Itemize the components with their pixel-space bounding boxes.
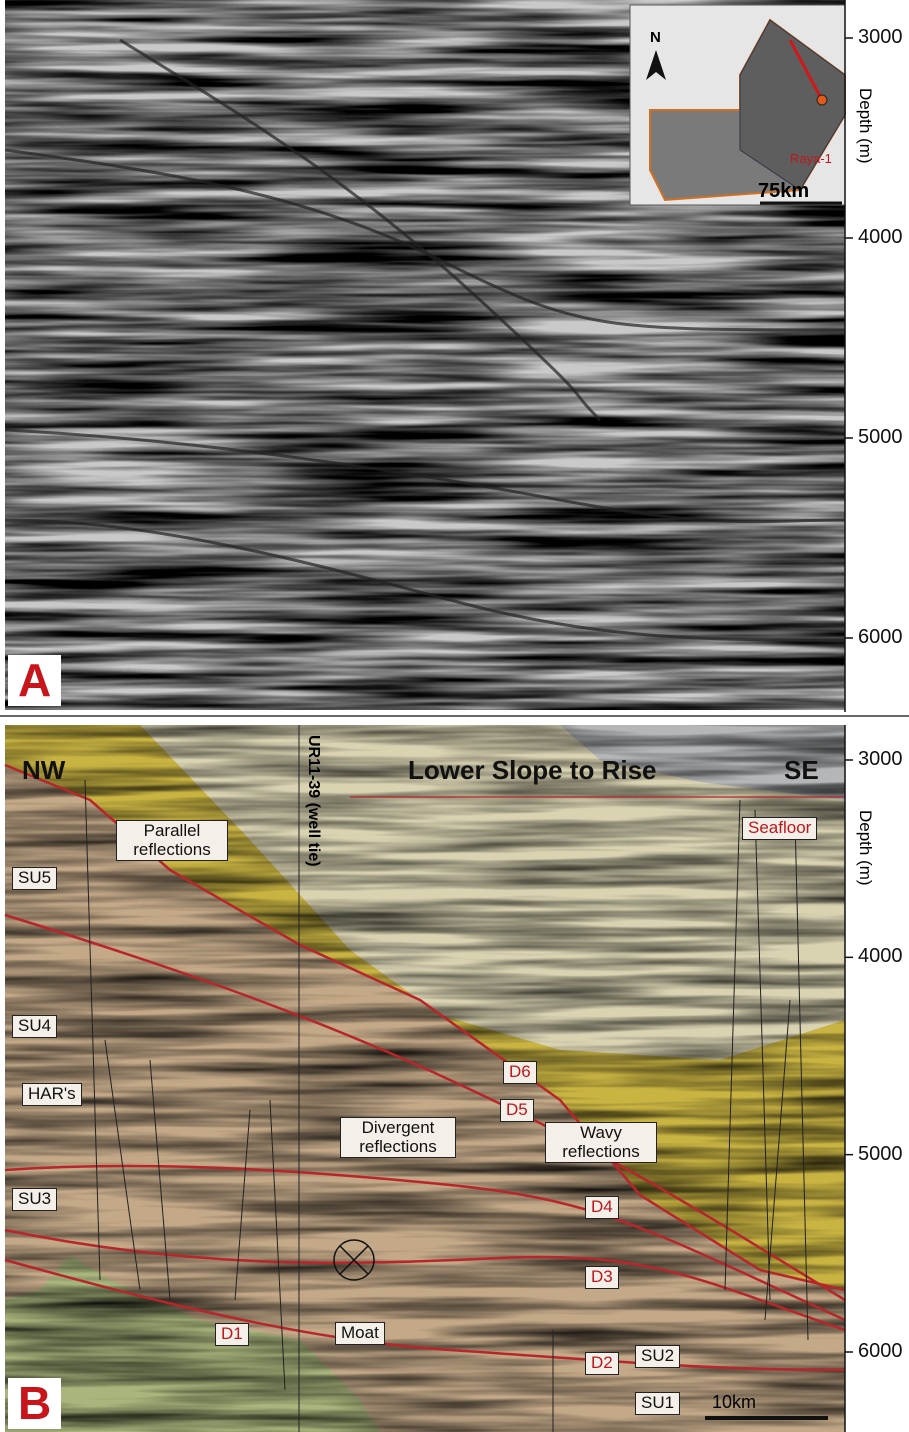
annotation: HAR's	[22, 1083, 82, 1106]
direction-label: SE	[784, 756, 819, 785]
depth-tick-label: 5000	[858, 426, 903, 448]
well-label: Raya-1	[790, 152, 832, 166]
figure: 3000 4000 5000 6000 Depth (m) 3000 4000 5000 600…	[0, 0, 909, 1432]
depth-tick-label: 4000	[858, 226, 903, 248]
well-marker	[817, 95, 827, 105]
depth-tick-label: 4000	[858, 945, 903, 967]
unit-label: SU5	[12, 867, 57, 890]
discontinuity-label: D2	[585, 1352, 619, 1375]
well-tie-label: UR11-39 (well tie)	[304, 735, 322, 867]
annotation: Parallel reflections	[116, 820, 228, 861]
panel-label: B	[8, 1378, 61, 1429]
inset-scale: 75km	[758, 180, 809, 202]
panel-label: A	[8, 655, 61, 706]
unit-label: SU4	[12, 1015, 57, 1038]
depth-tick-label: 6000	[858, 626, 903, 648]
unit-label: SU1	[635, 1392, 680, 1415]
annotation: Wavy reflections	[545, 1122, 657, 1163]
depth-tick-label: 3000	[858, 26, 903, 48]
discontinuity-label: D5	[500, 1099, 534, 1122]
depth-tick-label: 6000	[858, 1340, 903, 1362]
annotation: Moat	[335, 1322, 385, 1345]
north-label: N	[650, 30, 661, 47]
unit-label: SU3	[12, 1188, 57, 1211]
discontinuity-label: D1	[215, 1323, 249, 1346]
scale-label: 10km	[712, 1393, 756, 1413]
annotation: Divergent reflections	[340, 1117, 456, 1158]
depth-tick-label: 5000	[858, 1143, 903, 1165]
depth-axis-label: Depth (m)	[855, 88, 874, 164]
discontinuity-label: D4	[585, 1196, 619, 1219]
unit-label: SU2	[635, 1345, 680, 1368]
depth-tick-label: 3000	[858, 748, 903, 770]
figure-graphics	[0, 0, 909, 1432]
discontinuity-label: D3	[585, 1266, 619, 1289]
direction-label: NW	[22, 756, 65, 785]
depth-axis-label: Depth (m)	[855, 810, 874, 886]
section-title: Lower Slope to Rise	[408, 756, 657, 785]
discontinuity-label: D6	[503, 1061, 537, 1084]
annotation: Seafloor	[742, 817, 817, 840]
